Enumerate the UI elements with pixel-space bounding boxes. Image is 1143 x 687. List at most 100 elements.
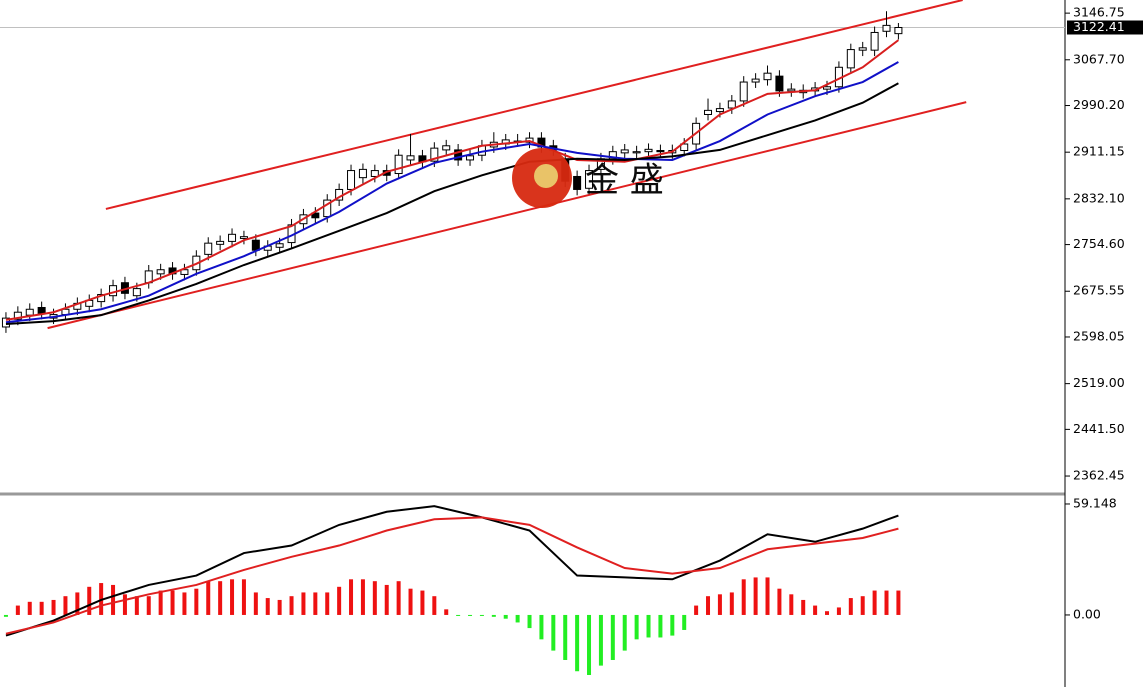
candle-body	[97, 294, 106, 303]
candle-body	[13, 311, 22, 320]
candle-body	[620, 149, 629, 154]
y-tick-label: 59.148	[1073, 495, 1117, 510]
macd-bar	[134, 596, 139, 615]
macd-bar	[575, 614, 580, 672]
macd-bar	[896, 590, 901, 615]
macd-bar	[289, 596, 294, 615]
macd-bar	[158, 590, 163, 615]
candle-body	[823, 86, 832, 90]
macd-bar	[825, 611, 830, 615]
candle-body	[787, 88, 796, 92]
candle-body	[358, 168, 367, 179]
macd-bar	[372, 581, 377, 615]
macd-bar	[146, 596, 151, 615]
macd-bar	[801, 599, 806, 615]
candle-body	[275, 243, 284, 248]
macd-bar	[432, 596, 437, 615]
macd-bar	[337, 586, 342, 615]
candle-body	[763, 72, 772, 81]
y-tick-label: 0.00	[1073, 606, 1101, 621]
trend-line	[47, 101, 967, 330]
macd-bar	[265, 598, 270, 615]
y-tick-label: 2832.10	[1073, 190, 1125, 205]
macd-bar	[587, 614, 592, 675]
macd-bar	[384, 584, 389, 615]
macd-bar	[218, 581, 223, 615]
macd-bar	[111, 584, 116, 615]
macd-bar	[884, 590, 889, 615]
macd-bar	[789, 594, 794, 615]
macd-bar	[610, 614, 615, 660]
macd-bar	[170, 590, 175, 615]
macd-bar	[706, 596, 711, 615]
macd-bar	[813, 605, 818, 615]
macd-bar	[479, 614, 484, 616]
y-tick-label: 2990.20	[1073, 97, 1125, 112]
macd-bar	[444, 609, 449, 615]
candle-body	[644, 148, 653, 153]
candle-body	[228, 233, 237, 242]
macd-bar	[491, 614, 496, 617]
candle-body	[239, 236, 248, 239]
candle-body	[632, 151, 641, 154]
macd-bar	[301, 592, 306, 615]
macd-bar	[670, 614, 675, 636]
candle-body	[751, 78, 760, 83]
y-tick-label: 2911.15	[1073, 144, 1125, 159]
candle-body	[406, 155, 415, 161]
macd-bar	[87, 586, 92, 615]
candle-body	[251, 239, 260, 251]
macd-bar	[63, 596, 68, 615]
candle-body	[132, 288, 141, 297]
candle-body	[466, 155, 475, 161]
last-price-box	[1067, 20, 1143, 35]
macd-bar	[527, 614, 532, 629]
candle-body	[430, 147, 439, 162]
candle-body	[394, 154, 403, 175]
y-tick-label: 2754.60	[1073, 236, 1125, 251]
macd-bar	[658, 614, 663, 638]
y-tick-label: 2598.05	[1073, 328, 1125, 343]
macd-bar	[515, 614, 520, 623]
macd-bar	[241, 579, 246, 615]
macd-bar	[468, 614, 473, 616]
candle-body	[739, 81, 748, 102]
macd-line	[5, 505, 899, 637]
macd-bar	[872, 590, 877, 615]
macd-bar	[682, 614, 687, 630]
candle-body	[573, 175, 582, 190]
candle-body	[37, 306, 46, 314]
macd-bar	[694, 605, 699, 615]
candle-body	[442, 145, 451, 151]
macd-bar	[122, 594, 127, 615]
y-tick-label: 3146.75	[1073, 5, 1125, 20]
macd-bar	[456, 614, 461, 616]
macd-bar	[3, 614, 8, 617]
macd-bar	[503, 614, 508, 619]
y-tick-label: 3067.70	[1073, 51, 1125, 66]
macd-bar	[396, 581, 401, 615]
candle-body	[311, 212, 320, 219]
macd-bar	[717, 594, 722, 615]
candle-body	[680, 143, 689, 152]
macd-bar	[182, 592, 187, 615]
macd-bar	[230, 579, 235, 615]
candle-body	[858, 47, 867, 51]
macd-bar	[634, 614, 639, 640]
macd-bar	[277, 599, 282, 615]
candle-body	[727, 100, 736, 109]
macd-bar	[598, 614, 603, 666]
macd-bar	[741, 579, 746, 615]
macd-bar	[551, 614, 556, 651]
macd-bar	[360, 579, 365, 615]
candle-body	[180, 269, 189, 275]
logo-core	[534, 164, 558, 188]
macd-bar	[313, 592, 318, 615]
trend-line	[105, 0, 963, 210]
candle-body	[585, 170, 594, 189]
y-tick-label: 2519.00	[1073, 375, 1125, 390]
y-tick-label: 2362.45	[1073, 468, 1125, 483]
macd-bar	[646, 614, 651, 638]
